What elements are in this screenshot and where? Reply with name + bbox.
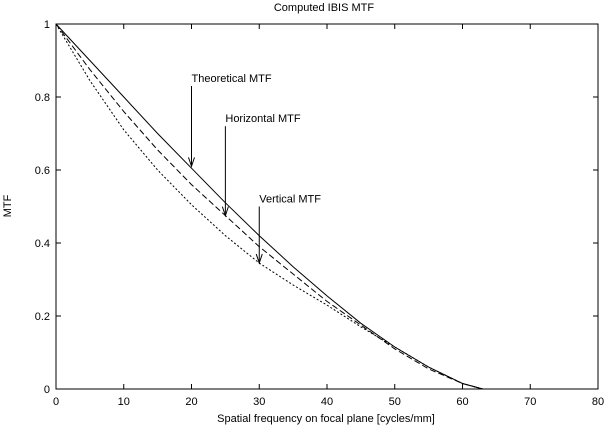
annotation-label: Horizontal MTF bbox=[225, 113, 300, 125]
y-tick-label: 0.4 bbox=[35, 238, 50, 250]
x-tick-label: 70 bbox=[524, 396, 536, 408]
x-tick-label: 80 bbox=[592, 396, 604, 408]
chart-title: Computed IBIS MTF bbox=[274, 2, 375, 14]
y-tick-label: 0.2 bbox=[35, 311, 50, 323]
y-tick-label: 0.8 bbox=[35, 92, 50, 104]
plot-frame bbox=[55, 23, 599, 390]
x-tick-label: 30 bbox=[253, 396, 265, 408]
series-lines bbox=[55, 23, 483, 390]
x-tick-label: 40 bbox=[321, 396, 333, 408]
x-axis-label: Spatial frequency on focal plane [cycles… bbox=[217, 413, 435, 425]
annotation-label: Vertical MTF bbox=[259, 194, 321, 206]
axes: 0 10 20 30 40 50 60 70 80 0 0.2 0.4 0.6 0.8 1 bbox=[35, 19, 604, 408]
x-tick-label: 0 bbox=[53, 396, 59, 408]
y-tick-label: 1 bbox=[44, 19, 50, 31]
y-axis-label: MTF bbox=[2, 194, 14, 217]
annotation-arrow-head bbox=[255, 253, 263, 265]
annotation-arrow-head bbox=[188, 157, 195, 168]
horizontal-mtfline bbox=[55, 23, 483, 390]
y-tick-label: 0.6 bbox=[35, 165, 50, 177]
annotation-label: Theoretical MTF bbox=[192, 73, 272, 85]
x-tick-label: 20 bbox=[185, 396, 197, 408]
annotation-arrow-head bbox=[221, 206, 229, 218]
x-tick-label: 10 bbox=[118, 396, 130, 408]
vertical-mtfline bbox=[55, 23, 483, 390]
x-tick-label: 60 bbox=[456, 396, 468, 408]
x-tick-label: 50 bbox=[389, 396, 401, 408]
annotations: Theoretical MTF Horizontal MTF Vertical MT… bbox=[188, 73, 321, 265]
y-tick-label: 0 bbox=[44, 384, 50, 396]
